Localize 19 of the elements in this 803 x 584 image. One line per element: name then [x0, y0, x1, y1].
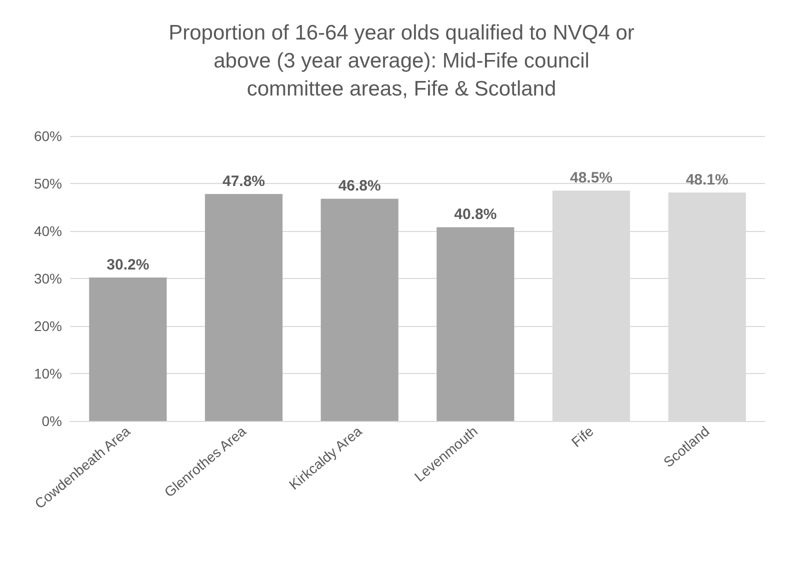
y-tick-label: 30%	[34, 270, 62, 286]
y-tick-label: 0%	[42, 413, 62, 429]
x-tick-label: Fife	[568, 422, 597, 450]
bar	[89, 278, 167, 421]
chart-title: Proportion of 16-64 year olds qualified to NVQ4 or above (3 year average): Mid-Fife council committee areas, Fife & Scotland	[168, 22, 634, 100]
data-label: 40.8%	[454, 206, 497, 224]
data-label: 46.8%	[338, 178, 381, 195]
bar	[204, 194, 283, 421]
y-tick-label: 10%	[34, 366, 62, 382]
data-label: 47.8%	[222, 172, 266, 190]
y-tick-label: 60%	[34, 128, 62, 144]
bar	[320, 198, 398, 421]
bar	[436, 227, 514, 421]
data-label: 30.2%	[106, 256, 150, 274]
y-tick-label: 40%	[34, 223, 62, 239]
y-tick-label: 20%	[34, 318, 62, 334]
data-label: 48.5%	[570, 170, 613, 187]
y-tick-label: 50%	[34, 176, 62, 192]
data-label: 48.1%	[686, 172, 728, 189]
